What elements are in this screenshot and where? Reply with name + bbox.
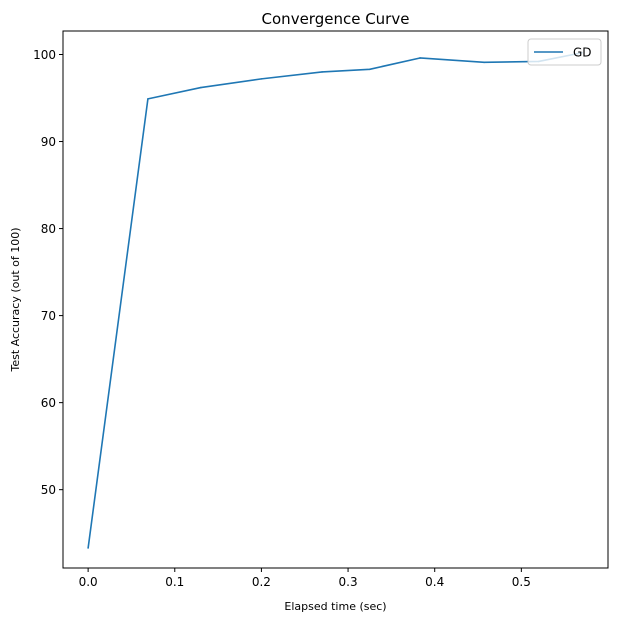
legend-box xyxy=(527,38,602,66)
y-axis-ticks: 50 60 70 80 90 100 xyxy=(33,48,63,497)
x-tick-label: 0.3 xyxy=(339,575,358,589)
data-point-gd xyxy=(321,71,323,73)
data-point-gd xyxy=(147,98,149,100)
data-point-gd xyxy=(483,61,485,64)
legend-label-gd: GD xyxy=(573,46,592,60)
x-tick-label: 0.2 xyxy=(252,575,271,589)
y-tick-label: 80 xyxy=(41,222,56,236)
y-tick-label: 70 xyxy=(41,309,56,323)
y-axis-label: Test Accuracy (out of 100) xyxy=(9,227,22,372)
y-tick-label: 90 xyxy=(41,135,56,149)
legend: GD xyxy=(527,38,602,66)
data-point-gd xyxy=(199,86,202,89)
y-tick-label: 60 xyxy=(41,396,56,410)
x-tick-label: 0.0 xyxy=(79,575,98,589)
data-point-gd xyxy=(368,68,371,71)
x-tick-label: 0.4 xyxy=(425,575,444,589)
series-line-gd xyxy=(87,51,583,549)
chart-title: Convergence Curve xyxy=(262,10,410,28)
x-tick-label: 0.5 xyxy=(512,575,531,589)
x-axis-label: Elapsed time (sec) xyxy=(284,600,386,613)
x-axis-ticks: 0.0 0.1 0.2 0.3 0.4 0.5 xyxy=(79,568,531,589)
axes-frame xyxy=(62,30,609,569)
y-tick-label: 100 xyxy=(33,48,56,62)
x-tick-label: 0.1 xyxy=(165,575,184,589)
data-point-gd xyxy=(260,78,263,80)
data-point-gd xyxy=(87,547,89,549)
y-tick-label: 50 xyxy=(41,483,56,497)
data-point-gd xyxy=(419,57,421,59)
